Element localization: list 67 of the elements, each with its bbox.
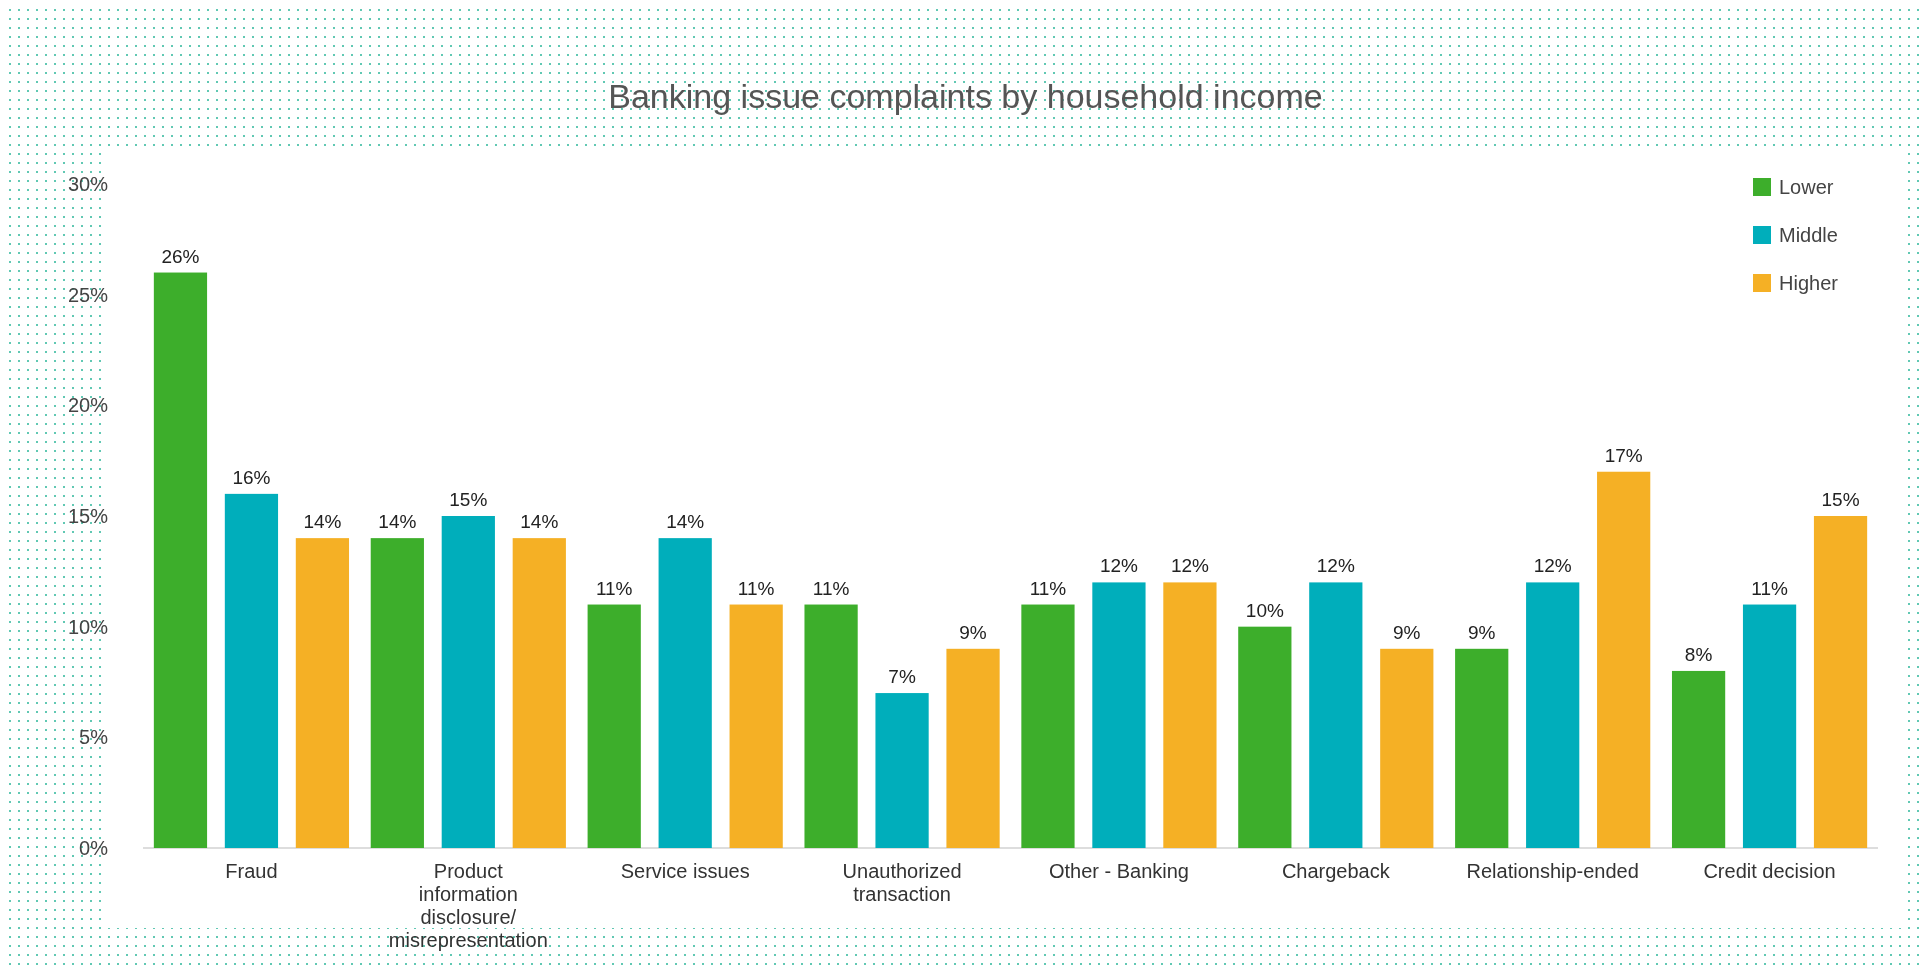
y-tick-label: 5%	[79, 726, 109, 749]
y-tick-label: 0%	[79, 837, 109, 859]
data-label: 9%	[1393, 621, 1421, 643]
data-label: 11%	[1751, 577, 1788, 599]
bar	[946, 648, 1000, 848]
data-label: 11%	[1029, 577, 1067, 599]
bar	[512, 538, 566, 848]
data-label: 12%	[1170, 555, 1210, 577]
bar	[441, 516, 495, 848]
bar	[1526, 582, 1580, 848]
bar	[587, 604, 641, 848]
bar	[1597, 471, 1651, 848]
data-label: 14%	[666, 511, 705, 533]
bar	[875, 693, 929, 848]
bar	[224, 493, 279, 848]
bar	[1671, 670, 1726, 848]
x-tick-label: Fraud	[225, 860, 278, 882]
bar	[804, 604, 858, 848]
y-tick-label: 10%	[67, 615, 109, 638]
bar	[1092, 582, 1146, 848]
data-label: 8%	[1684, 643, 1713, 665]
y-tick-label: 20%	[67, 394, 109, 417]
bar	[153, 272, 208, 848]
x-tick-label: Unauthorized transaction	[842, 860, 962, 905]
legend-label: Lower	[1779, 176, 1834, 198]
x-tick-label: Credit decision	[1703, 860, 1836, 882]
legend-label: Higher	[1779, 272, 1839, 294]
data-label: 12%	[1099, 555, 1139, 577]
data-label: 26%	[161, 245, 200, 267]
data-label: 11%	[595, 577, 633, 599]
data-label: 11%	[737, 577, 775, 599]
data-label: 15%	[1821, 489, 1860, 510]
y-tick-label: 15%	[67, 505, 109, 527]
data-label: 15%	[449, 489, 488, 510]
data-label: 17%	[1604, 444, 1643, 466]
bar	[729, 604, 783, 848]
data-label: 9%	[959, 621, 987, 643]
data-label: 10%	[1245, 599, 1284, 621]
x-tick-label: Chargeback	[1281, 860, 1391, 882]
y-tick-label: 25%	[67, 283, 109, 306]
x-tick-label: Other - Banking	[1048, 860, 1189, 882]
legend-label: Middle	[1779, 224, 1838, 246]
bar	[1380, 648, 1434, 848]
data-label: 12%	[1316, 555, 1355, 577]
data-label: 14%	[520, 511, 559, 533]
data-label: 14%	[303, 511, 342, 533]
y-tick-label: 30%	[67, 173, 109, 195]
bar	[1309, 582, 1363, 848]
data-label: 11%	[812, 577, 850, 599]
bar	[1455, 648, 1509, 848]
chart-title: Banking issue complaints by household income	[608, 77, 1323, 115]
data-label: 16%	[232, 466, 271, 488]
data-label: 7%	[888, 666, 916, 688]
x-tick-label: Service issues	[620, 860, 750, 882]
data-label: 14%	[378, 511, 417, 533]
bar	[658, 538, 712, 848]
data-label: 12%	[1533, 555, 1572, 577]
bar	[1813, 516, 1868, 848]
bar	[1021, 604, 1075, 848]
x-tick-label: Product information disclosure/ misrepresentation	[388, 860, 548, 951]
bar	[1238, 626, 1292, 848]
bar	[1742, 604, 1797, 848]
bar	[295, 538, 350, 848]
bar	[370, 538, 424, 848]
bar	[1163, 582, 1217, 848]
data-label: 9%	[1467, 621, 1496, 643]
x-tick-label: Relationship-ended	[1466, 860, 1639, 882]
